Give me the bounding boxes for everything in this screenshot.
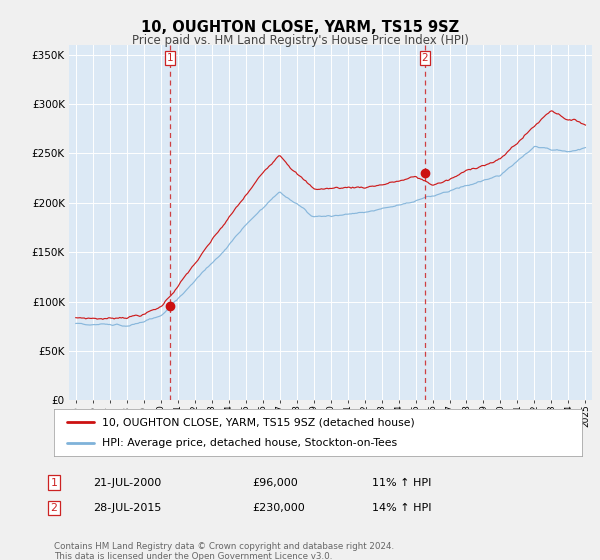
Text: 10, OUGHTON CLOSE, YARM, TS15 9SZ: 10, OUGHTON CLOSE, YARM, TS15 9SZ xyxy=(141,20,459,35)
Text: 1: 1 xyxy=(167,53,173,63)
Text: 2: 2 xyxy=(421,53,428,63)
Text: Price paid vs. HM Land Registry's House Price Index (HPI): Price paid vs. HM Land Registry's House … xyxy=(131,34,469,46)
Text: £230,000: £230,000 xyxy=(252,503,305,513)
Text: Contains HM Land Registry data © Crown copyright and database right 2024.
This d: Contains HM Land Registry data © Crown c… xyxy=(54,542,394,560)
Text: 14% ↑ HPI: 14% ↑ HPI xyxy=(372,503,431,513)
Text: 2: 2 xyxy=(50,503,58,513)
Text: 10, OUGHTON CLOSE, YARM, TS15 9SZ (detached house): 10, OUGHTON CLOSE, YARM, TS15 9SZ (detac… xyxy=(101,417,414,427)
Text: £96,000: £96,000 xyxy=(252,478,298,488)
Text: 11% ↑ HPI: 11% ↑ HPI xyxy=(372,478,431,488)
Text: HPI: Average price, detached house, Stockton-on-Tees: HPI: Average price, detached house, Stoc… xyxy=(101,438,397,448)
Text: 21-JUL-2000: 21-JUL-2000 xyxy=(93,478,161,488)
Text: 28-JUL-2015: 28-JUL-2015 xyxy=(93,503,161,513)
Text: 1: 1 xyxy=(50,478,58,488)
